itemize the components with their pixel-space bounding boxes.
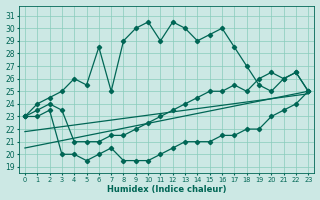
X-axis label: Humidex (Indice chaleur): Humidex (Indice chaleur) bbox=[107, 185, 226, 194]
